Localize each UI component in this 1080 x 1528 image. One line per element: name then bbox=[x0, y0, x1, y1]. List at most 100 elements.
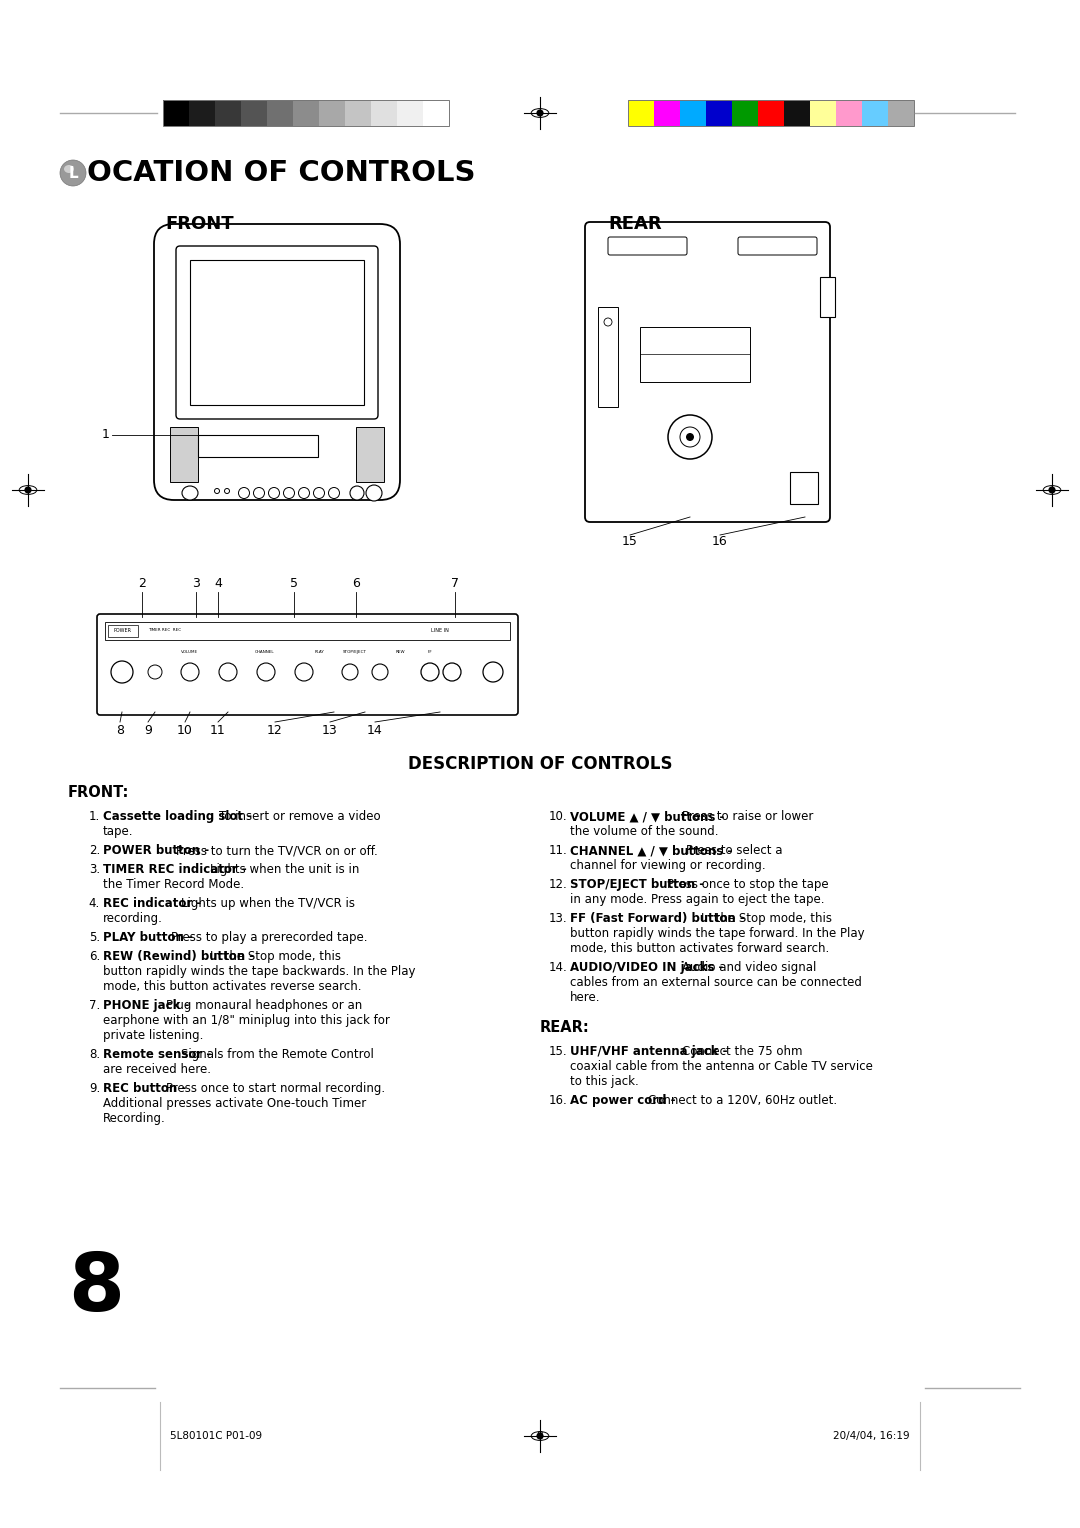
Ellipse shape bbox=[366, 484, 382, 501]
Bar bbox=[627, 99, 654, 125]
Ellipse shape bbox=[421, 663, 438, 681]
Bar bbox=[163, 99, 449, 125]
Ellipse shape bbox=[313, 487, 324, 498]
Text: REAR:: REAR: bbox=[540, 1021, 590, 1034]
Bar bbox=[680, 99, 706, 125]
Bar bbox=[356, 426, 384, 481]
Text: 8.: 8. bbox=[89, 1048, 100, 1060]
Text: 6: 6 bbox=[352, 578, 360, 590]
Ellipse shape bbox=[686, 432, 694, 442]
Text: FF: FF bbox=[428, 649, 432, 654]
Ellipse shape bbox=[350, 486, 364, 500]
Text: Lights up when the TV/VCR is: Lights up when the TV/VCR is bbox=[180, 897, 354, 911]
Text: Cassette loading slot -: Cassette loading slot - bbox=[103, 810, 256, 824]
Text: 8: 8 bbox=[68, 1250, 124, 1328]
Text: OCATION OF CONTROLS: OCATION OF CONTROLS bbox=[87, 159, 475, 186]
Bar bbox=[598, 307, 618, 406]
Bar bbox=[345, 99, 372, 125]
Text: LINE IN: LINE IN bbox=[431, 628, 449, 633]
Bar bbox=[267, 99, 293, 125]
Text: Recording.: Recording. bbox=[103, 1112, 165, 1125]
Text: private listening.: private listening. bbox=[103, 1028, 203, 1042]
Text: 14.: 14. bbox=[549, 961, 567, 973]
FancyBboxPatch shape bbox=[585, 222, 831, 523]
Bar bbox=[198, 435, 318, 457]
Ellipse shape bbox=[537, 1432, 543, 1439]
Text: VOLUME: VOLUME bbox=[181, 649, 199, 654]
Text: the Timer Record Mode.: the Timer Record Mode. bbox=[103, 879, 244, 891]
Text: cables from an external source can be connected: cables from an external source can be co… bbox=[570, 976, 862, 989]
Text: FRONT:: FRONT: bbox=[68, 785, 130, 801]
Text: 2.: 2. bbox=[89, 843, 100, 857]
Text: REC indicator -: REC indicator - bbox=[103, 897, 205, 911]
Bar bbox=[862, 99, 888, 125]
Text: REW: REW bbox=[395, 649, 405, 654]
Ellipse shape bbox=[239, 487, 249, 498]
Text: TIMER REC indicator -: TIMER REC indicator - bbox=[103, 863, 251, 876]
Text: 13.: 13. bbox=[549, 912, 567, 924]
FancyBboxPatch shape bbox=[97, 614, 518, 715]
Ellipse shape bbox=[531, 108, 549, 118]
Ellipse shape bbox=[531, 1432, 549, 1441]
Text: button rapidly winds the tape backwards. In the Play: button rapidly winds the tape backwards.… bbox=[103, 966, 416, 978]
Text: VOLUME ▲ / ▼ buttons -: VOLUME ▲ / ▼ buttons - bbox=[570, 810, 729, 824]
Text: 20/4/04, 16:19: 20/4/04, 16:19 bbox=[834, 1432, 910, 1441]
Ellipse shape bbox=[181, 663, 199, 681]
Text: 10: 10 bbox=[177, 724, 193, 736]
Text: channel for viewing or recording.: channel for viewing or recording. bbox=[570, 859, 766, 872]
Text: earphone with an 1/8" miniplug into this jack for: earphone with an 1/8" miniplug into this… bbox=[103, 1015, 390, 1027]
Text: 11: 11 bbox=[211, 724, 226, 736]
Bar bbox=[108, 625, 138, 637]
Ellipse shape bbox=[483, 662, 503, 681]
Text: 9.: 9. bbox=[89, 1082, 100, 1096]
Text: are received here.: are received here. bbox=[103, 1063, 211, 1076]
Text: tape.: tape. bbox=[103, 825, 134, 837]
Text: FF (Fast Forward) button -: FF (Fast Forward) button - bbox=[570, 912, 748, 924]
Text: PLAY: PLAY bbox=[315, 649, 325, 654]
Text: 5.: 5. bbox=[89, 931, 100, 944]
Text: Plug monaural headphones or an: Plug monaural headphones or an bbox=[166, 999, 362, 1012]
FancyBboxPatch shape bbox=[608, 237, 687, 255]
Ellipse shape bbox=[680, 426, 700, 448]
Ellipse shape bbox=[295, 663, 313, 681]
Text: FRONT: FRONT bbox=[165, 215, 233, 232]
Text: Press to select a: Press to select a bbox=[687, 843, 783, 857]
Ellipse shape bbox=[19, 486, 37, 495]
Bar bbox=[170, 426, 198, 481]
Bar bbox=[319, 99, 345, 125]
Text: 5L80101C P01-09: 5L80101C P01-09 bbox=[170, 1432, 262, 1441]
Text: STOP/EJECT: STOP/EJECT bbox=[343, 649, 367, 654]
Text: 7.: 7. bbox=[89, 999, 100, 1012]
Text: PHONE jack -: PHONE jack - bbox=[103, 999, 193, 1012]
Ellipse shape bbox=[148, 665, 162, 678]
Text: CHANNEL: CHANNEL bbox=[255, 649, 274, 654]
Ellipse shape bbox=[604, 318, 612, 325]
Text: 11.: 11. bbox=[549, 843, 567, 857]
Text: mode, this button activates forward search.: mode, this button activates forward sear… bbox=[570, 941, 829, 955]
Ellipse shape bbox=[537, 110, 543, 116]
Text: AC power cord -: AC power cord - bbox=[570, 1094, 679, 1106]
Bar bbox=[789, 472, 818, 504]
Bar bbox=[241, 99, 267, 125]
Text: 3: 3 bbox=[192, 578, 200, 590]
FancyBboxPatch shape bbox=[738, 237, 816, 255]
Text: 9: 9 bbox=[144, 724, 152, 736]
Ellipse shape bbox=[328, 487, 339, 498]
Text: TIMER REC  REC: TIMER REC REC bbox=[148, 628, 181, 633]
Text: Press once to stop the tape: Press once to stop the tape bbox=[667, 879, 828, 891]
Text: mode, this button activates reverse search.: mode, this button activates reverse sear… bbox=[103, 979, 362, 993]
Ellipse shape bbox=[298, 487, 310, 498]
Bar bbox=[706, 99, 732, 125]
Bar bbox=[640, 327, 750, 382]
Bar bbox=[654, 99, 680, 125]
Text: Connect to a 120V, 60Hz outlet.: Connect to a 120V, 60Hz outlet. bbox=[648, 1094, 837, 1106]
Ellipse shape bbox=[225, 489, 229, 494]
Bar bbox=[888, 99, 914, 125]
Text: 7: 7 bbox=[451, 578, 459, 590]
Text: PLAY button -: PLAY button - bbox=[103, 931, 197, 944]
Text: Connect the 75 ohm: Connect the 75 ohm bbox=[681, 1045, 802, 1057]
Ellipse shape bbox=[1049, 486, 1055, 494]
Text: AUDIO/VIDEO IN jacks -: AUDIO/VIDEO IN jacks - bbox=[570, 961, 728, 973]
Text: 4: 4 bbox=[214, 578, 221, 590]
FancyBboxPatch shape bbox=[154, 225, 400, 500]
